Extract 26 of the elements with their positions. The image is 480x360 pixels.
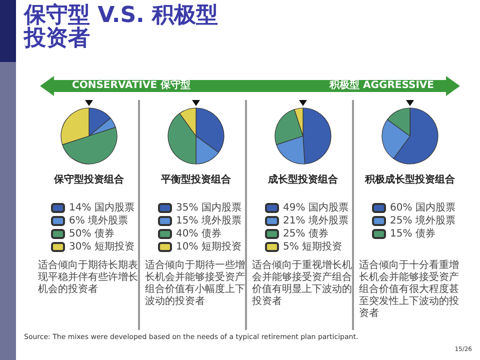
text: 适合倾向于期待一些增长机会并能够接受资产组合价值有小幅度上下波动的投资者: [145, 260, 246, 308]
legend-label: 60% 国内股票: [390, 202, 456, 214]
legend-label: 5% 短期投资: [283, 240, 342, 252]
legend-label: 15% 境外股票: [176, 214, 242, 226]
text: 平衡型投资组合: [160, 174, 232, 186]
legend-label: 25% 境外股票: [390, 214, 456, 226]
legend-label: 30% 短期投资: [69, 240, 134, 252]
legend-label: 49% 国内股票: [283, 202, 348, 214]
text: 适合倾向于期待长期表现平稳并伴有些许增长机会的投资者: [38, 260, 139, 296]
text: CONSERVATIVE 保守型: [72, 79, 191, 93]
text: 保守型 V.S. 积极型投资者: [24, 3, 220, 51]
text: 积极成长型投资组合: [364, 174, 456, 186]
legend-label: 14% 国内股票: [69, 202, 134, 214]
legend-label: 25% 债券: [283, 228, 328, 240]
text: 适合倾向于十分看重增长机会并能够接受资产组合价值有很大程度甚至突发性上下波动的投资者: [359, 260, 460, 320]
text: 适合倾向于重视增长机会并能够接受资产组合价值有明显上下波动的投资者: [252, 260, 353, 308]
text: 保守型投资组合: [53, 174, 125, 186]
legend-label: 40% 债券: [176, 228, 222, 240]
legend-label: 35% 国内股票: [176, 202, 242, 214]
legend-label: 10% 短期投资: [176, 240, 242, 252]
legend-label: 21% 境外股票: [283, 214, 348, 226]
legend-label: 6% 境外股票: [69, 214, 128, 226]
legend-label: 15% 债券: [390, 228, 436, 240]
text: 积极型 AGGRESSIVE: [330, 79, 434, 93]
text: 成长型投资组合: [267, 174, 339, 186]
legend-label: 50% 债券: [69, 228, 114, 240]
